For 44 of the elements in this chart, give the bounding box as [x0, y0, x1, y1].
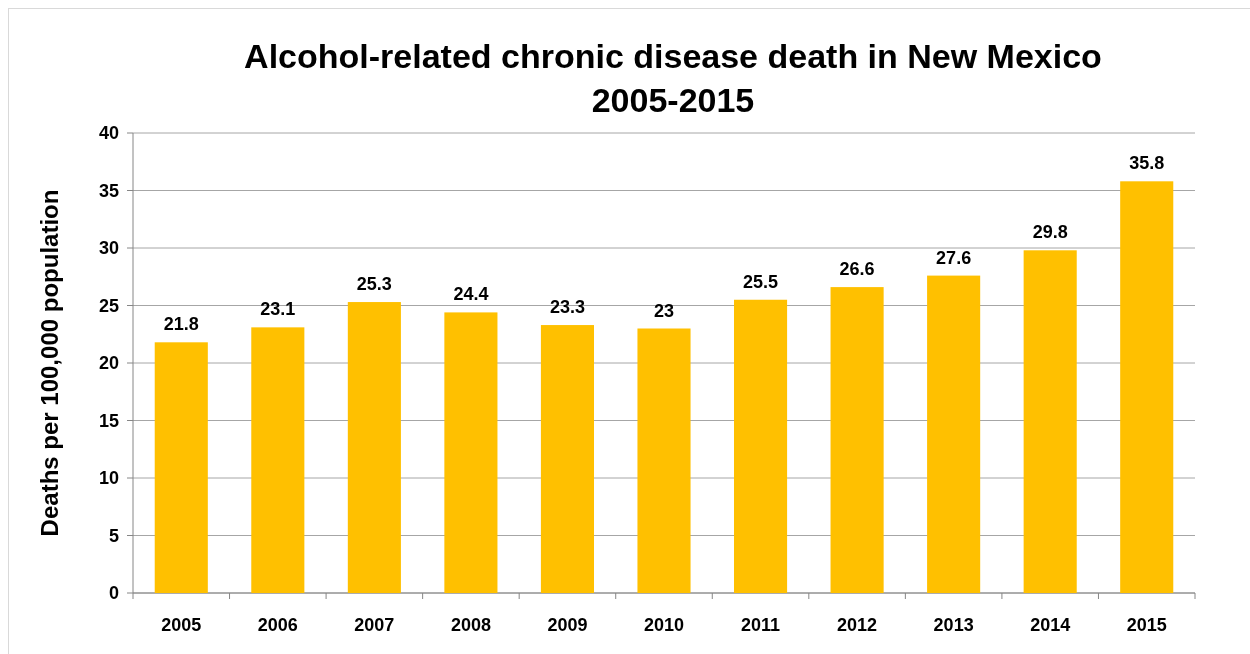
y-axis-title: Deaths per 100,000 population — [36, 189, 63, 537]
x-tick-label: 2015 — [1126, 615, 1167, 635]
data-label: 25.5 — [743, 271, 779, 292]
data-label: 21.8 — [163, 314, 199, 335]
chart-title: Alcohol-related chronic disease death in New Mexico 2005-2015 — [244, 37, 1102, 119]
y-tick-label: 15 — [98, 410, 119, 431]
x-tick-label: 2012 — [837, 615, 878, 635]
x-tick-label: 2011 — [741, 615, 781, 635]
bar — [734, 299, 788, 593]
bar — [444, 312, 498, 593]
y-tick-label: 25 — [98, 295, 119, 316]
x-tick-label: 2006 — [257, 615, 298, 635]
x-tick-label: 2005 — [161, 615, 202, 635]
y-tick-label: 30 — [98, 238, 119, 259]
data-label: 23.3 — [549, 297, 585, 318]
bar — [154, 342, 208, 593]
bar — [347, 302, 401, 593]
x-tick-label: 2008 — [450, 615, 491, 635]
bar — [251, 327, 305, 593]
x-tick-label: 2010 — [643, 615, 685, 635]
y-tick-label: 0 — [108, 583, 119, 604]
data-label: 27.6 — [936, 247, 972, 268]
y-tick-label: 20 — [98, 353, 119, 374]
data-label: 35.8 — [1129, 153, 1165, 174]
x-tick-label: 2014 — [1030, 615, 1071, 635]
y-tick-label: 10 — [98, 468, 119, 489]
y-tick-label: 40 — [98, 123, 119, 144]
data-label: 23.1 — [260, 299, 296, 320]
x-tick-label: 2013 — [933, 615, 974, 635]
bar — [1120, 181, 1174, 593]
data-label: 29.8 — [1032, 222, 1068, 243]
bar — [1023, 250, 1077, 593]
bar — [540, 325, 595, 593]
x-tick-label: 2009 — [547, 615, 588, 635]
data-label: 25.3 — [356, 274, 392, 295]
y-tick-label: 35 — [98, 180, 119, 201]
bar — [637, 328, 691, 593]
data-label: 24.4 — [453, 284, 489, 305]
bar — [830, 287, 884, 593]
y-tick-label: 5 — [108, 525, 119, 546]
data-label: 23 — [653, 300, 675, 321]
data-label: 26.6 — [839, 259, 875, 280]
x-tick-label: 2007 — [354, 615, 395, 635]
bar — [927, 275, 981, 593]
